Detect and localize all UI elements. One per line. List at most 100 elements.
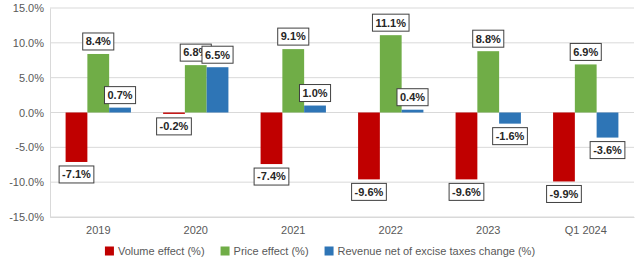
legend-label: Revenue net of excise taxes change (%) [338,245,536,257]
bar [207,67,229,112]
data-label-text: -9.6% [355,186,384,198]
bar [456,113,478,180]
data-label: -7.4% [254,168,289,185]
data-label-text: 8.4% [86,35,111,47]
data-label-text: 1.0% [302,87,327,99]
data-label: -9.6% [449,183,484,200]
bars [66,35,619,181]
bar [553,113,575,182]
x-tick: 2023 [476,217,500,236]
x-tick-label: 2023 [476,224,500,236]
y-axis-line [50,9,51,218]
data-label: 8.4% [83,33,114,50]
x-tick: 2020 [184,217,208,236]
y-tick-label: -5.0% [15,141,44,153]
data-label-text: 8.8% [476,33,501,45]
grid-line [50,217,634,218]
data-label: 0.4% [397,89,428,106]
data-label-text: 9.1% [281,30,306,42]
y-tick-label: 0.0% [19,107,44,119]
legend-swatch [221,247,230,256]
data-label: -9.6% [352,183,387,200]
bar [597,113,619,138]
data-label-box [493,128,528,145]
x-tick-label: 2021 [281,224,305,236]
y-tick: -5.0% [15,141,50,153]
bar [163,113,185,114]
y-tick-label: -15.0% [9,211,44,223]
bar [358,113,380,180]
bar [282,49,304,112]
data-label-box [397,89,428,106]
data-label-box [83,33,114,50]
grid [50,8,634,217]
x-tick-label: 2019 [86,224,110,236]
data-label-box [473,30,504,47]
data-label-text: -0.2% [160,120,189,132]
data-label: 8.8% [473,30,504,47]
data-label-text: 6.5% [205,49,230,61]
data-label-box [202,46,233,63]
x-tick: 2022 [379,217,403,236]
data-label-box [278,28,309,45]
bar [66,113,88,162]
data-labels: -7.1%-0.2%-7.4%-9.6%-9.6%-9.9%8.4%6.8%9.… [59,14,625,202]
data-label-text: 6.9% [573,46,598,58]
legend-label: Price effect (%) [234,245,309,257]
data-label: 9.1% [278,28,309,45]
chart: -15.0%-10.0%-5.0%0.0%5.0%10.0%15.0%20192… [0,0,640,261]
bar [499,113,521,124]
plot: -15.0%-10.0%-5.0%0.0%5.0%10.0%15.0%20192… [9,2,634,236]
series [66,113,575,182]
x-tick: 2019 [86,217,110,236]
data-label-text: -3.6% [593,144,622,156]
bar [304,106,326,113]
y-tick: 10.0% [13,37,50,49]
legend-swatch [325,247,334,256]
data-label: -1.6% [493,128,528,145]
data-label-box [157,118,192,135]
data-label: -7.1% [59,166,94,183]
data-label: -3.6% [590,142,625,159]
data-label-text: -7.4% [257,170,286,182]
grid-line [50,77,634,78]
x-axis: 2019 2020 2021 2022 2023 Q1 2024 [51,217,635,236]
y-tick: -10.0% [9,176,50,188]
data-label: -0.2% [157,118,192,135]
y-tick: 0.0% [19,107,50,119]
grid-line [50,42,634,43]
data-label-text: -1.6% [496,130,525,142]
x-tick: 2021 [281,217,305,236]
data-label: 6.9% [570,43,601,60]
y-tick-label: 10.0% [13,37,44,49]
grid-line [50,182,634,183]
data-label-box [59,166,94,183]
x-axis-line [51,217,635,218]
x-tick: Q1 2024 [565,217,607,236]
y-tick: 15.0% [13,2,50,14]
legend-item: Price effect (%) [221,245,309,257]
data-label-box [299,85,330,102]
data-label-box [547,185,582,202]
data-label: 11.1% [372,14,409,31]
data-label-text: -9.6% [452,186,481,198]
data-label-box [590,142,625,159]
grid-line [50,8,634,9]
data-label-box [449,183,484,200]
x-tick-label: 2022 [379,224,403,236]
x-tick-label: 2020 [184,224,208,236]
series [87,35,596,112]
y-tick-label: 5.0% [19,72,44,84]
data-label: 6.5% [202,46,233,63]
y-tick-label: 15.0% [13,2,44,14]
data-label: 0.7% [104,87,135,104]
x-tick-label: Q1 2024 [565,224,607,236]
legend-label: Volume effect (%) [118,245,205,257]
bar [261,113,283,165]
bar [402,110,424,113]
data-label-text: -7.1% [62,168,91,180]
data-label: 1.0% [299,85,330,102]
data-label-text: 0.4% [400,91,425,103]
legend: Volume effect (%) Price effect (%) Revenue… [105,245,535,257]
series [109,67,618,137]
